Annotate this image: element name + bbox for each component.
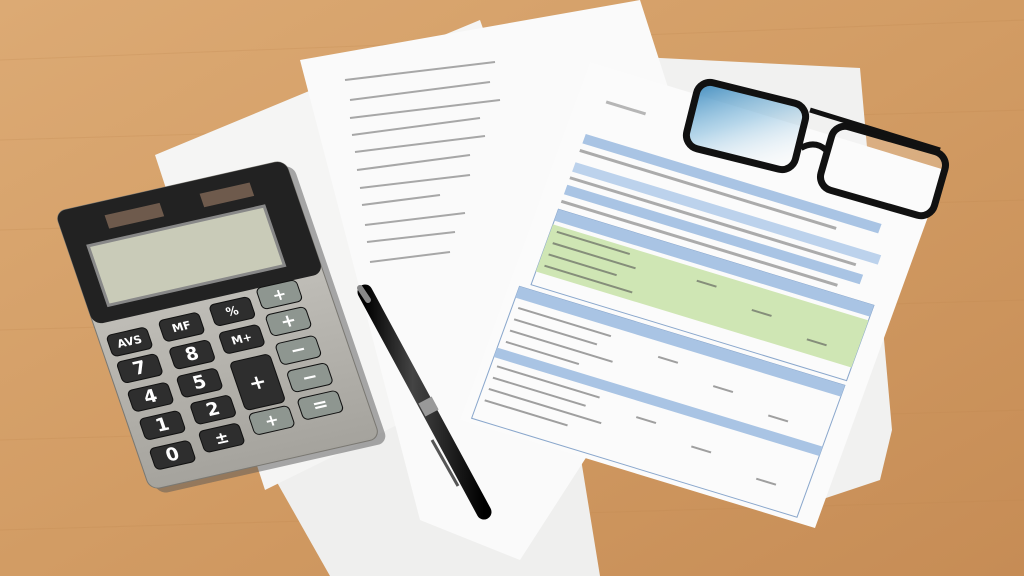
pen [357, 284, 492, 520]
paper-text-lines [344, 61, 501, 263]
key-cap [127, 382, 174, 412]
key-k8-button[interactable]: 8 [168, 340, 215, 370]
glasses-temple-arm [809, 107, 941, 153]
key-label: AVS [115, 333, 143, 351]
key-label: ± [212, 427, 232, 448]
key-label: − [287, 339, 309, 362]
key-pm-button[interactable]: ± [198, 423, 245, 453]
key-bigplus-button[interactable]: + [229, 354, 285, 411]
key-r4-button[interactable]: − [286, 362, 333, 393]
key-label: MF [170, 319, 193, 335]
key-label: = [309, 394, 331, 417]
key-cap [176, 368, 223, 398]
key-label: + [262, 410, 282, 431]
key-cap [139, 410, 186, 440]
key-cap [117, 353, 163, 384]
right-lens [817, 122, 949, 220]
key-k5-button[interactable]: 5 [176, 368, 223, 398]
key-cap [297, 390, 344, 420]
key-k4-button[interactable]: 4 [127, 382, 174, 412]
key-cap [209, 296, 256, 326]
key-plus_b-button[interactable]: + [248, 405, 295, 435]
key-k2-button[interactable]: 2 [190, 395, 237, 425]
eyeglasses [682, 78, 949, 220]
key-k0-button[interactable]: 0 [149, 440, 196, 470]
lcd-display [86, 204, 287, 308]
key-cap [219, 324, 265, 354]
key-cap [106, 327, 153, 357]
key-eq-button[interactable]: = [297, 390, 344, 420]
key-r3-button[interactable]: − [275, 335, 322, 365]
key-label: M+ [230, 331, 254, 348]
key-r1-button[interactable]: + [256, 280, 303, 310]
key-cap [275, 335, 322, 365]
key-mplus-button[interactable]: M+ [218, 324, 265, 354]
key-cap [265, 306, 312, 336]
key-mf-button[interactable]: MF [158, 312, 205, 342]
key-cap [169, 340, 215, 370]
key-pct-button[interactable]: % [209, 296, 256, 326]
key-cap [149, 440, 196, 470]
left-lens [682, 78, 810, 174]
key-cap [190, 395, 236, 425]
key-label: % [224, 303, 241, 319]
glasses-bridge [799, 141, 829, 153]
key-cap [158, 312, 205, 342]
key-label: + [278, 310, 300, 333]
key-cap [198, 423, 245, 453]
key-k1-button[interactable]: 1 [139, 410, 186, 440]
key-avs-button[interactable]: AVS [106, 327, 153, 357]
key-label: + [270, 284, 290, 305]
key-label: − [299, 366, 321, 389]
key-cap [256, 280, 303, 310]
key-r2-button[interactable]: + [265, 306, 312, 336]
key-cap [287, 362, 333, 393]
key-k7-button[interactable]: 7 [116, 353, 163, 384]
key-cap [230, 354, 285, 411]
key-cap [248, 405, 295, 435]
solar-panel [199, 182, 255, 208]
solar-panel [104, 202, 165, 229]
